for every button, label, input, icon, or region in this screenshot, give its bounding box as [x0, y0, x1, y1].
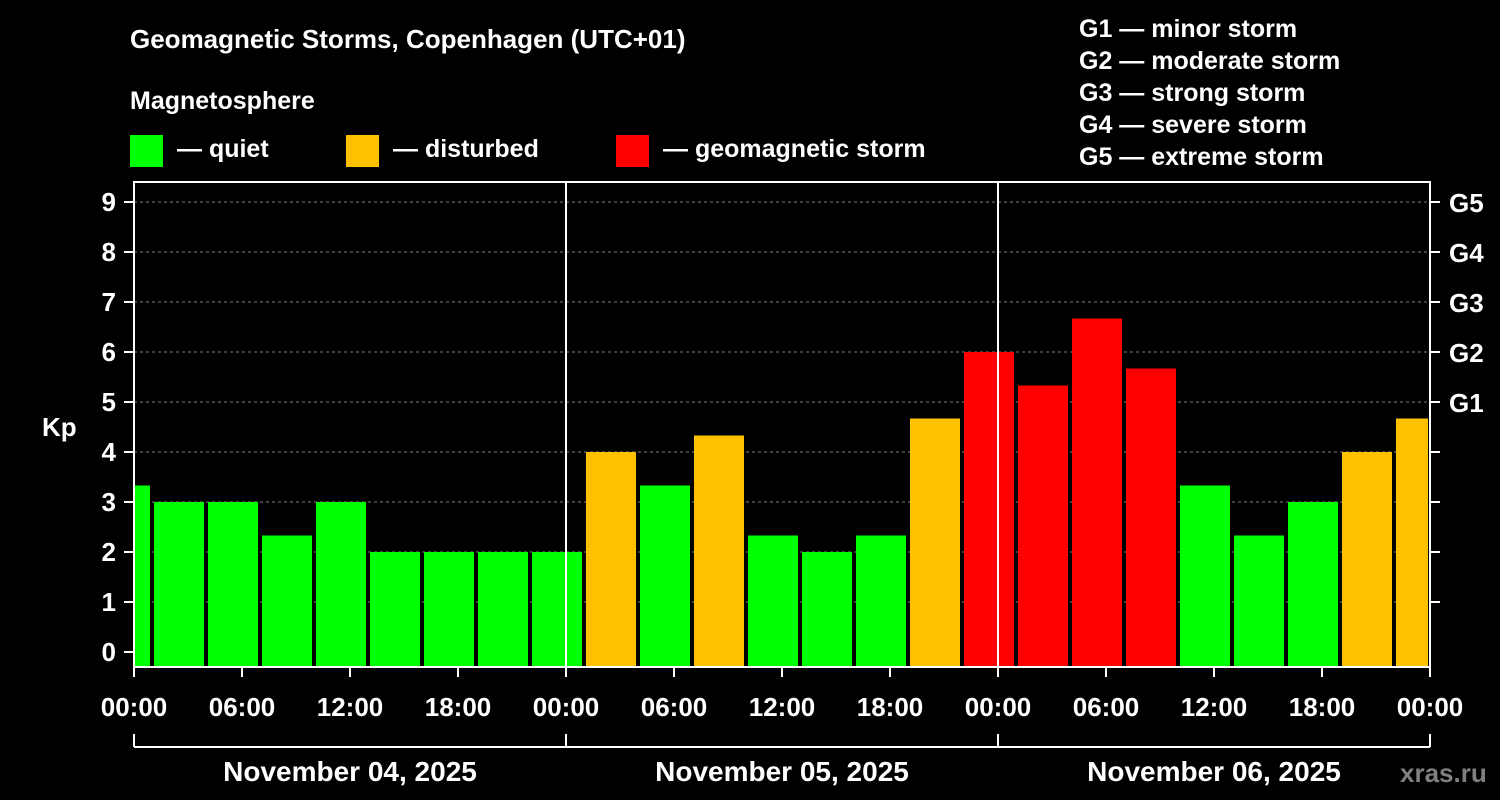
y-tick-label: 7: [102, 287, 116, 317]
kp-bar-quiet: [424, 552, 474, 667]
y-tick-label: 6: [102, 337, 116, 367]
kp-bar-quiet: [1234, 535, 1284, 667]
magnetosphere-legend: — quiet — disturbed — geomagnetic storm: [130, 135, 926, 167]
x-tick-label: 18:00: [857, 692, 924, 722]
y-tick-label: 1: [102, 587, 116, 617]
g-level-label: G4: [1449, 238, 1484, 268]
kp-bar-storm: [964, 352, 1014, 667]
chart-title: Geomagnetic Storms, Copenhagen (UTC+01): [130, 24, 685, 54]
y-tick-label: 3: [102, 487, 116, 517]
kp-bar-quiet: [532, 552, 582, 667]
kp-bar-quiet: [316, 502, 366, 667]
kp-bar-storm: [1018, 385, 1068, 667]
kp-bar-storm: [1126, 368, 1176, 667]
legend-swatch-quiet: [130, 135, 163, 167]
g-level-label: G2: [1449, 338, 1484, 368]
y-tick-label: 2: [102, 537, 116, 567]
x-tick-label: 06:00: [209, 692, 276, 722]
watermark: xras.ru: [1400, 758, 1487, 788]
kp-bar-disturbed: [586, 452, 636, 667]
kp-bar-quiet: [478, 552, 528, 667]
kp-bar-storm: [1072, 318, 1122, 667]
y-tick-label: 4: [102, 437, 117, 467]
x-tick-label: 12:00: [749, 692, 816, 722]
magnetosphere-heading: Magnetosphere: [130, 87, 315, 115]
kp-bar-disturbed: [1396, 418, 1428, 667]
x-tick-label: 18:00: [1289, 692, 1356, 722]
kp-bar-disturbed: [1342, 452, 1392, 667]
kp-bar-quiet: [370, 552, 420, 667]
x-tick-label: 00:00: [965, 692, 1032, 722]
g-legend-item: G2 — moderate storm: [1079, 47, 1340, 75]
kp-bar-quiet: [1180, 485, 1230, 667]
x-tick-label: 00:00: [101, 692, 168, 722]
kp-bar-quiet: [1288, 502, 1338, 667]
y-tick-label: 5: [102, 387, 116, 417]
kp-bar-disturbed: [910, 418, 960, 667]
x-tick-label: 18:00: [425, 692, 492, 722]
kp-bar-disturbed: [694, 435, 744, 667]
legend-swatch-storm: [616, 135, 649, 167]
kp-bar-quiet: [135, 485, 150, 667]
y-axis-label: Kp: [42, 412, 77, 442]
g-legend-item: G1 — minor storm: [1079, 15, 1297, 43]
date-axis: November 04, 2025 November 05, 2025 Novemb…: [133, 734, 1431, 787]
x-tick-label: 06:00: [641, 692, 708, 722]
kp-bar-quiet: [154, 502, 204, 667]
g-legend-item: G3 — strong storm: [1079, 79, 1305, 107]
x-ticks: 00:00 06:00 12:00 18:00 00:00 06:00 12:00 18:00…: [101, 667, 1464, 722]
kp-bar-quiet: [856, 535, 906, 667]
y-tick-label: 9: [102, 187, 116, 217]
y-ticks: 0 1 2 3 4 5 6 7 8 9: [102, 187, 134, 667]
legend-label-quiet: — quiet: [177, 135, 269, 163]
date-label: November 04, 2025: [223, 756, 477, 787]
kp-bar-quiet: [640, 485, 690, 667]
legend-label-storm: — geomagnetic storm: [663, 135, 926, 163]
x-tick-label: 12:00: [1181, 692, 1248, 722]
g-ticks: G1 G2 G3 G4 G5: [1430, 188, 1484, 603]
kp-bar-quiet: [748, 535, 798, 667]
x-tick-label: 12:00: [317, 692, 384, 722]
y-tick-label: 0: [102, 637, 116, 667]
kp-bar-quiet: [262, 535, 312, 667]
x-tick-label: 06:00: [1073, 692, 1140, 722]
g-legend-item: G5 — extreme storm: [1079, 143, 1324, 171]
x-tick-label: 00:00: [1397, 692, 1464, 722]
g-legend-item: G4 — severe storm: [1079, 111, 1307, 139]
kp-bar-quiet: [802, 552, 852, 667]
x-tick-label: 00:00: [533, 692, 600, 722]
legend-label-disturbed: — disturbed: [393, 135, 539, 163]
g-scale-legend: G1 — minor storm G2 — moderate storm G3 …: [1079, 15, 1340, 171]
kp-bar-quiet: [208, 502, 258, 667]
y-tick-label: 8: [102, 237, 116, 267]
date-label: November 05, 2025: [655, 756, 909, 787]
g-level-label: G3: [1449, 288, 1484, 318]
date-label: November 06, 2025: [1087, 756, 1341, 787]
g-level-label: G5: [1449, 188, 1484, 218]
bars: [135, 318, 1428, 667]
legend-swatch-disturbed: [346, 135, 379, 167]
g-level-label: G1: [1449, 388, 1484, 418]
